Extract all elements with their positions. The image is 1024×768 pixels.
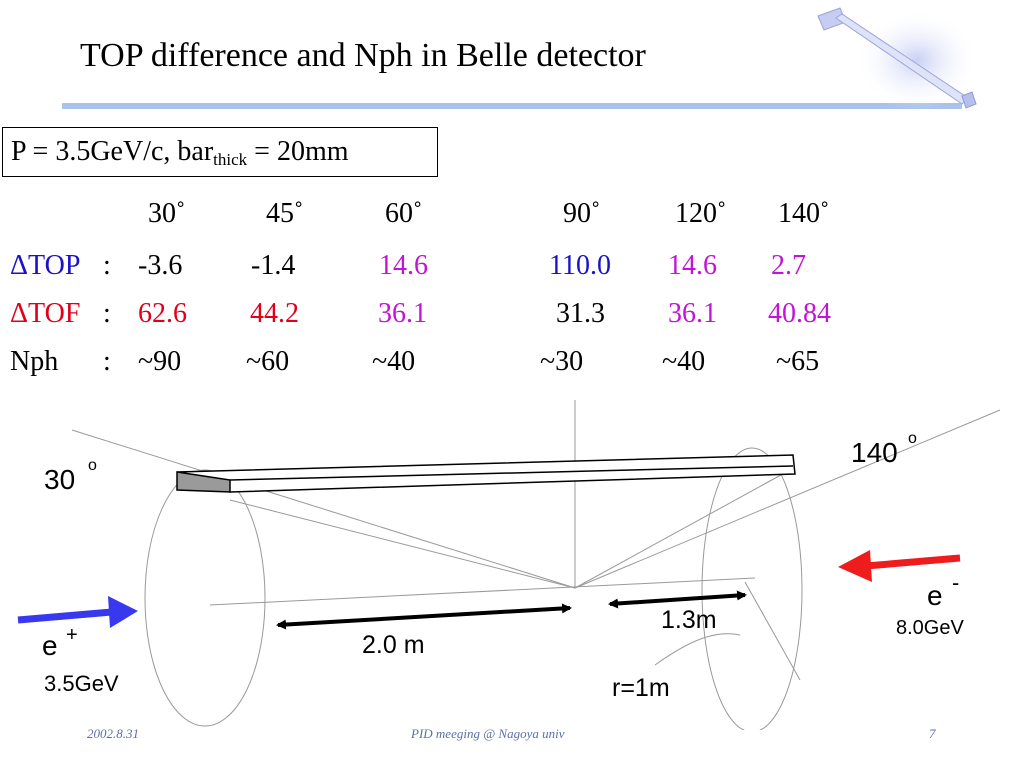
end-ring-left — [144, 469, 266, 727]
radius-pointer — [654, 633, 741, 666]
electron-arrow — [838, 550, 961, 582]
degree-mark: o — [908, 430, 917, 447]
table-cell: 36.1 — [378, 298, 427, 329]
table-cell: -3.6 — [138, 250, 183, 281]
distance-label-long: 2.0 m — [362, 631, 425, 659]
table-cell: 40.84 — [768, 298, 831, 329]
table-cell: 110.0 — [549, 250, 611, 281]
page-number: 7 — [929, 726, 936, 741]
table-cell: 31.3 — [556, 298, 605, 329]
row-label-dtof: ΔTOF — [10, 298, 81, 329]
param-subscript: thick — [213, 150, 248, 169]
row-label-dtop: ΔTOP — [10, 250, 81, 281]
reflection-line-right — [574, 469, 791, 589]
table-cell: 62.6 — [138, 298, 187, 329]
distance-label-short: 1.3m — [661, 606, 717, 634]
track-line-30deg — [71, 429, 576, 589]
degree-mark: o — [88, 457, 97, 474]
positron-arrow — [17, 596, 138, 628]
title-divider — [62, 103, 962, 109]
table-cell: 2.7 — [771, 250, 806, 281]
parameter-box: P = 3.5GeV/c, barthick = 20mm — [2, 127, 438, 177]
table-cell: 36.1 — [668, 298, 717, 329]
slide-title: TOP difference and Nph in Belle detector — [80, 37, 646, 74]
angle-header: 60˚ — [385, 198, 423, 229]
distance-arrow-long — [276, 603, 572, 630]
angle-header: 45˚ — [266, 198, 304, 229]
angle-header: 120˚ — [675, 198, 727, 229]
angle-header: 140˚ — [778, 198, 830, 229]
distance-arrow-short — [608, 590, 747, 609]
electron-label: e — [927, 580, 943, 611]
detector-diagram: 30 o 140 o e + 3.5GeV e - 8.0GeV 2.0 m 1… — [17, 400, 1001, 730]
table-cell: -1.4 — [251, 250, 296, 281]
angle-label-140: 140 — [851, 437, 898, 468]
electron-charge: - — [952, 570, 959, 595]
table-cell: ~40 — [662, 346, 706, 377]
row-separator: : — [103, 298, 111, 329]
angle-header: 90˚ — [563, 198, 601, 229]
table-cell: ~60 — [246, 346, 290, 377]
positron-label: e — [42, 630, 58, 661]
table-cell: ~30 — [540, 346, 584, 377]
radius-line — [744, 581, 801, 681]
end-ring-right — [701, 447, 803, 730]
quartz-bar — [176, 454, 796, 493]
table-cell: 14.6 — [668, 250, 717, 281]
table-cell: ~40 — [372, 346, 416, 377]
row-separator: : — [103, 250, 111, 281]
positron-energy: 3.5GeV — [44, 671, 119, 696]
table-cell: ~65 — [776, 346, 820, 377]
table-cell: ~90 — [138, 346, 182, 377]
track-line-140deg — [574, 409, 1001, 589]
footer-date: 2002.8.31 — [87, 726, 139, 741]
electron-energy: 8.0GeV — [896, 617, 964, 639]
footer-event: PID meeging @ Nagoya univ — [411, 726, 565, 741]
row-separator: : — [103, 346, 111, 377]
angle-label-30: 30 — [44, 464, 75, 495]
reflection-line-left — [229, 499, 576, 589]
radius-label: r=1m — [612, 674, 670, 702]
row-label-nph: Nph — [10, 346, 59, 377]
param-prefix: P = 3.5GeV/c, bar — [11, 136, 214, 167]
angle-header: 30˚ — [148, 198, 186, 229]
beam-axis-line — [209, 577, 756, 606]
param-suffix: = 20mm — [247, 136, 349, 167]
table-cell: 14.6 — [379, 250, 428, 281]
positron-charge: + — [66, 624, 78, 646]
table-cell: 44.2 — [250, 298, 299, 329]
quartz-bar-logo-icon — [817, 7, 979, 110]
